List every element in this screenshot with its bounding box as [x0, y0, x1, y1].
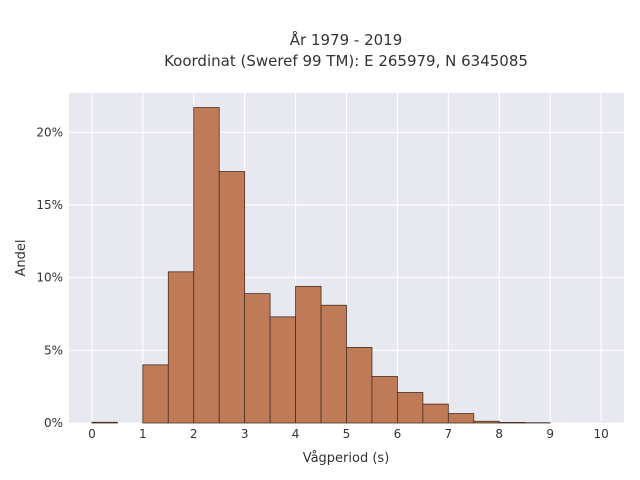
- x-axis-title: Vågperiod (s): [303, 451, 390, 466]
- histogram-bar: [498, 422, 526, 424]
- histogram-bar: [422, 403, 449, 424]
- x-tick-label: 8: [495, 427, 503, 441]
- y-tick-label: 0%: [44, 416, 63, 430]
- x-tick-label: 2: [190, 427, 198, 441]
- x-tick-label: 3: [241, 427, 249, 441]
- y-tick-label: 15%: [36, 198, 63, 212]
- x-tick-label: 10: [593, 427, 608, 441]
- y-axis-title: Andel: [14, 240, 29, 277]
- chart-subtitle: Koordinat (Sweref 99 TM): E 265979, N 63…: [164, 52, 528, 70]
- chart-title: År 1979 - 2019: [290, 30, 403, 49]
- y-tick-labels: 0% 5% 10% 15% 20%: [36, 125, 63, 430]
- x-tick-label: 0: [88, 427, 96, 441]
- x-tick-label: 7: [445, 427, 453, 441]
- x-tick-label: 1: [139, 427, 147, 441]
- histogram-bar: [295, 285, 322, 424]
- histogram-bar: [371, 376, 398, 424]
- x-tick-label: 9: [546, 427, 554, 441]
- y-tick-label: 10%: [36, 271, 63, 285]
- histogram-bar: [473, 420, 500, 424]
- histogram-bar: [269, 316, 296, 424]
- histogram-bar: [397, 392, 424, 424]
- histogram-bar: [244, 293, 271, 424]
- histogram-bar: [91, 421, 118, 424]
- bars: [91, 107, 551, 424]
- x-tick-label: 6: [394, 427, 402, 441]
- y-tick-label: 5%: [44, 343, 63, 357]
- histogram-bar: [320, 304, 347, 424]
- histogram-bar: [193, 107, 220, 424]
- x-tick-labels: 0 1 2 3 4 5 6 7 8 9 10: [88, 427, 609, 441]
- x-tick-label: 5: [343, 427, 351, 441]
- histogram-bar: [167, 271, 195, 424]
- histogram-bar: [346, 347, 373, 424]
- histogram-bar: [218, 171, 246, 424]
- histogram-bar: [447, 413, 475, 424]
- x-tick-label: 4: [292, 427, 300, 441]
- histogram-bar: [142, 364, 169, 424]
- y-tick-label: 20%: [36, 125, 63, 139]
